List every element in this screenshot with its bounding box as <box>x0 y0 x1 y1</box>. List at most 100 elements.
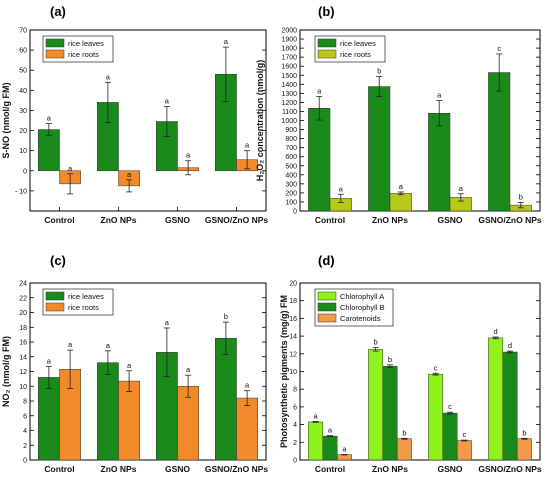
significance-label: a <box>314 412 319 421</box>
bar <box>488 337 504 461</box>
legend-swatch <box>317 49 337 59</box>
y-tick-label: 0 <box>23 458 27 465</box>
significance-label: b <box>402 428 406 437</box>
legend-label: rice leaves <box>68 292 104 301</box>
y-tick-label: 500 <box>285 163 297 170</box>
y-tick-label: 100 <box>285 199 297 206</box>
x-category-label: ZnO NPs <box>372 215 408 225</box>
bar <box>389 193 412 212</box>
y-tick-label: 14 <box>19 354 27 361</box>
bar <box>368 86 391 212</box>
y-tick-label: 1800 <box>281 46 297 53</box>
significance-label: c <box>463 430 467 439</box>
x-category-label: GSNO <box>437 464 462 474</box>
bar <box>215 338 237 461</box>
y-axis-title: S-NO (nmol/g FM) <box>1 83 11 159</box>
y-tick-label: 800 <box>285 136 297 143</box>
significance-label: b <box>388 355 392 364</box>
y-tick-label: 70 <box>19 28 27 35</box>
significance-label: a <box>317 87 322 96</box>
x-category-label: GSNO/ZnO NPs <box>205 464 269 474</box>
y-tick-label: 40 <box>19 88 27 95</box>
y-tick-label: 1200 <box>281 100 297 107</box>
significance-label: d <box>494 327 498 336</box>
y-tick-label: 6 <box>23 413 27 420</box>
y-tick-label: 10 <box>289 369 297 376</box>
bar <box>336 454 352 461</box>
x-category-label: ZnO NPs <box>101 215 137 225</box>
bar <box>442 412 458 461</box>
significance-label: b <box>224 312 228 321</box>
bar <box>428 113 451 212</box>
y-tick-label: 0 <box>293 209 297 216</box>
x-category-label: GSNO <box>165 215 190 225</box>
x-category-label: Control <box>315 215 345 225</box>
bar <box>488 72 511 212</box>
significance-label: c <box>497 44 501 53</box>
y-tick-label: 2000 <box>281 28 297 35</box>
y-tick-label: 20 <box>19 128 27 135</box>
significance-label: a <box>127 170 132 179</box>
y-tick-label: 1900 <box>281 37 297 44</box>
significance-label: b <box>522 428 526 437</box>
y-tick-label: 700 <box>285 145 297 152</box>
y-tick-label: 1300 <box>281 91 297 98</box>
y-axis-title: Photosynthetic pigments (mg/g) FM <box>279 295 289 448</box>
y-tick-label: 0 <box>23 168 27 175</box>
significance-label: a <box>328 426 333 435</box>
legend-label: rice roots <box>340 50 371 59</box>
y-tick-label: 1100 <box>282 109 297 116</box>
legend-label: rice roots <box>68 303 99 312</box>
significance-label: a <box>437 91 442 100</box>
legend-swatch <box>317 313 337 323</box>
y-tick-label: 18 <box>19 325 27 332</box>
panel-letter: (c) <box>50 253 66 268</box>
y-tick-label: 16 <box>19 340 27 347</box>
y-tick-label: 50 <box>19 68 27 75</box>
y-tick-label: 60 <box>19 48 27 55</box>
y-tick-label: 2 <box>23 443 27 450</box>
significance-label: c <box>448 402 452 411</box>
significance-label: a <box>399 182 404 191</box>
y-tick-label: 400 <box>285 172 297 179</box>
significance-label: a <box>106 341 111 350</box>
bar <box>502 351 518 461</box>
legend-label: Chlorophyll B <box>340 303 385 312</box>
x-category-label: GSNO <box>165 464 190 474</box>
y-tick-label: 4 <box>23 428 27 435</box>
bar <box>428 373 444 461</box>
bar <box>516 438 532 461</box>
legend-swatch <box>45 291 65 301</box>
y-tick-label: 600 <box>285 154 297 161</box>
x-category-label: Control <box>44 215 74 225</box>
legend-swatch <box>317 302 337 312</box>
bar <box>97 362 119 461</box>
y-tick-label: 1700 <box>281 55 297 62</box>
y-tick-label: 1500 <box>281 73 297 80</box>
y-tick-label: 10 <box>19 384 27 391</box>
y-tick-label: 200 <box>285 190 297 197</box>
x-category-label: GSNO <box>437 215 462 225</box>
significance-label: a <box>68 164 73 173</box>
y-tick-label: 4 <box>293 422 297 429</box>
legend-swatch <box>45 302 65 312</box>
significance-label: c <box>434 363 438 372</box>
significance-label: a <box>339 184 344 193</box>
y-tick-label: 1600 <box>281 64 297 71</box>
legend-swatch <box>317 38 337 48</box>
significance-label: a <box>459 184 464 193</box>
panel-letter: (b) <box>318 4 335 19</box>
panel-letter: (d) <box>318 253 335 268</box>
chart-panel-b: (b) 0 100 200 300 400 500 600 700 800 900 1000 1100 1… <box>255 4 542 225</box>
bar <box>456 440 472 461</box>
x-category-label: Control <box>44 464 74 474</box>
y-tick-label: 20 <box>19 310 27 317</box>
legend-label: rice roots <box>68 50 99 59</box>
y-tick-label: - 10 <box>15 188 27 195</box>
significance-label: b <box>377 67 381 76</box>
panel-letter: (a) <box>50 4 66 19</box>
significance-label: a <box>342 444 347 453</box>
significance-label: a <box>106 72 111 81</box>
y-axis-title: NO₂ (nmol/g FM) <box>1 336 11 407</box>
